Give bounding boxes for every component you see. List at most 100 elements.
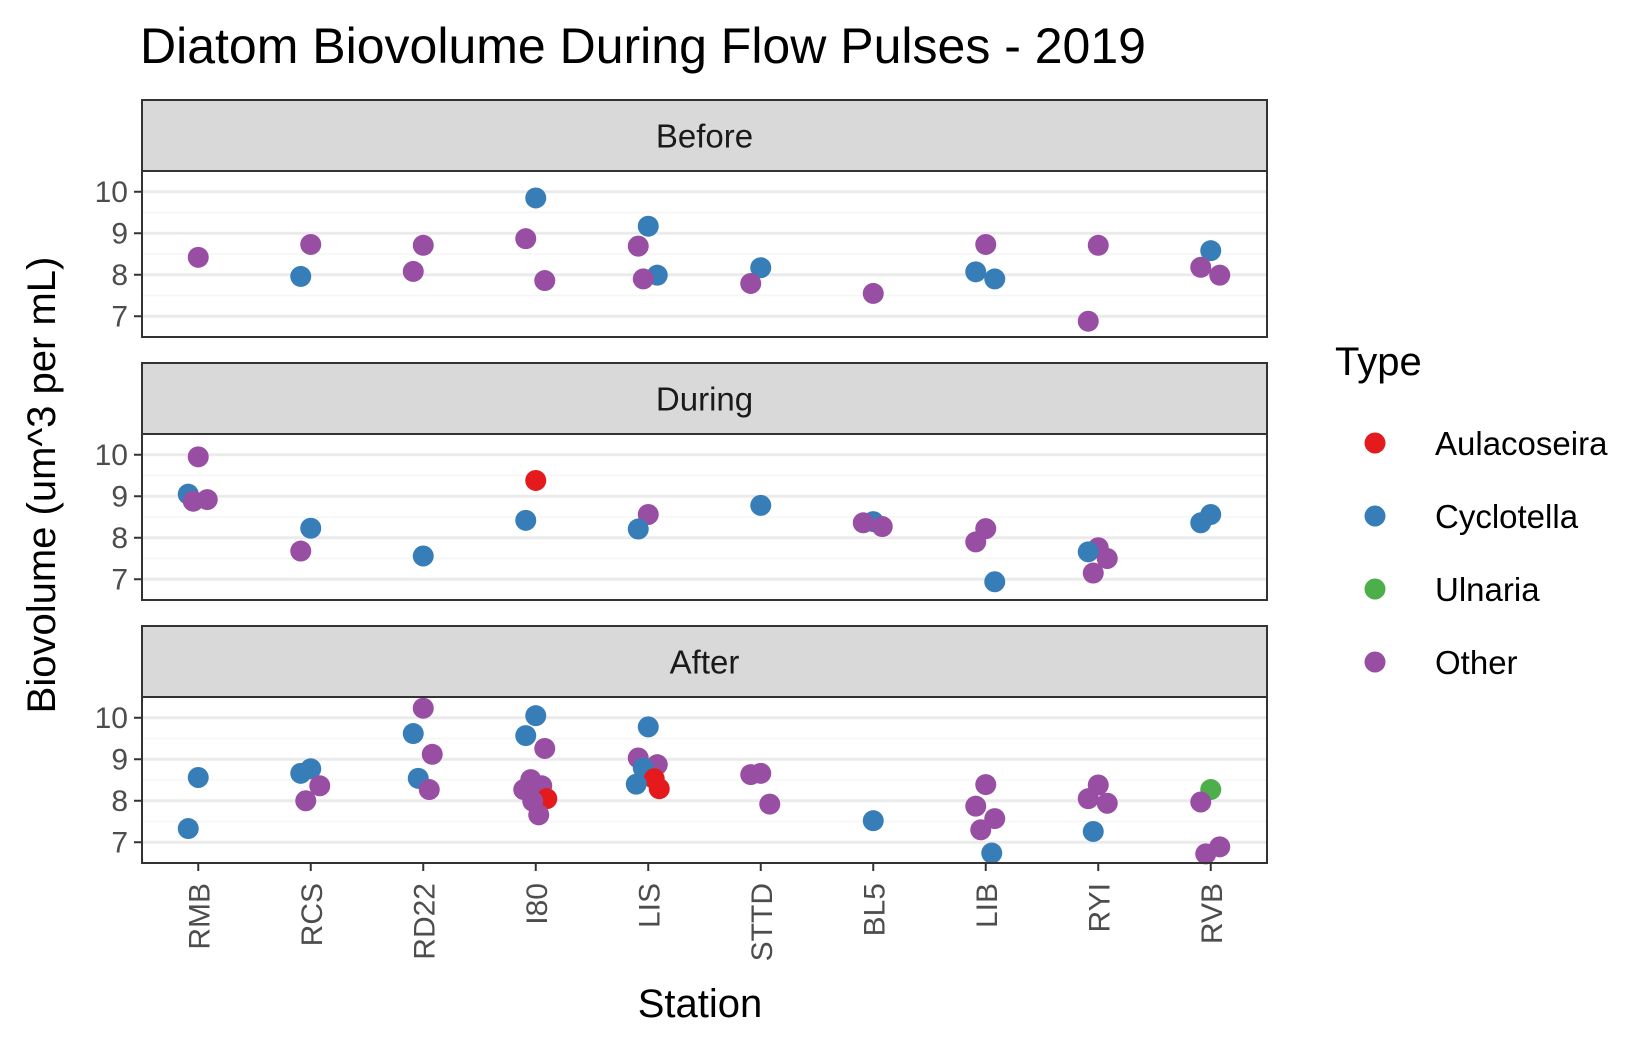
data-point-other: [182, 490, 204, 512]
data-point-cyclotella: [637, 215, 659, 237]
data-point-cyclotella: [750, 494, 772, 516]
data-point-cyclotella: [515, 509, 537, 531]
data-point-cyclotella: [637, 716, 659, 738]
data-point-cyclotella: [965, 261, 987, 283]
data-point-cyclotella: [862, 810, 884, 832]
data-point-cyclotella: [984, 268, 1006, 290]
y-tick-label: 8: [111, 522, 128, 555]
data-point-cyclotella: [1200, 240, 1222, 262]
data-point-other: [309, 775, 331, 797]
data-point-other: [871, 516, 893, 538]
data-point-other: [528, 804, 550, 826]
panel-border: [141, 696, 1268, 864]
data-point-cyclotella: [525, 187, 547, 209]
data-point-cyclotella: [1190, 512, 1212, 534]
x-tick-label: RYI: [1083, 883, 1116, 932]
facet-panels: Before 7 8 9 10 During 7 8 9 10 After 7 8 9 10: [95, 99, 1268, 865]
data-point-other: [965, 531, 987, 553]
data-point-cyclotella: [290, 762, 312, 784]
data-point-other: [1082, 562, 1104, 584]
y-tick-label: 8: [111, 259, 128, 292]
data-point-aulacoseira: [525, 469, 547, 491]
data-point-other: [1096, 792, 1118, 814]
legend-key-cyclotella: [1364, 505, 1386, 527]
data-point-other: [740, 764, 762, 786]
x-tick-label: I80: [521, 883, 554, 925]
x-axis-title: Station: [638, 982, 763, 1026]
legend-title: Type: [1335, 340, 1422, 384]
data-point-cyclotella: [984, 571, 1006, 593]
data-point-other: [1190, 791, 1212, 813]
chart-title: Diatom Biovolume During Flow Pulses - 20…: [140, 18, 1146, 74]
data-point-cyclotella: [187, 767, 209, 789]
data-point-other: [1195, 843, 1217, 865]
data-point-aulacoseira: [648, 778, 670, 800]
y-tick-label: 10: [95, 439, 128, 472]
data-points: [177, 697, 1231, 865]
data-point-other: [534, 737, 556, 759]
data-point-other: [862, 282, 884, 304]
data-point-cyclotella: [412, 545, 434, 567]
x-tick-label: STTD: [746, 883, 779, 961]
y-tick-label: 9: [111, 743, 128, 776]
data-point-other: [1190, 256, 1212, 278]
strip-background: [141, 99, 1268, 172]
y-tick-label: 9: [111, 480, 128, 513]
data-point-other: [1077, 788, 1099, 810]
data-point-other: [1087, 234, 1109, 256]
data-point-other: [975, 233, 997, 255]
y-tick-label: 9: [111, 217, 128, 250]
data-point-other: [627, 235, 649, 257]
data-point-other: [421, 743, 443, 765]
data-point-cyclotella: [1077, 541, 1099, 563]
data-point-cyclotella: [750, 257, 772, 279]
data-point-other: [412, 697, 434, 719]
y-tick-label: 10: [95, 176, 128, 209]
y-tick-label: 10: [95, 702, 128, 735]
legend-label-ulnaria: Ulnaria: [1435, 571, 1540, 608]
data-point-other: [300, 233, 322, 255]
x-tick-label: LIB: [971, 883, 1004, 928]
strip-label: After: [670, 644, 740, 681]
data-point-other: [534, 270, 556, 292]
data-point-other: [965, 795, 987, 817]
x-tick-label: RCS: [296, 883, 329, 946]
strip-label: During: [656, 381, 753, 418]
legend-key-other: [1364, 651, 1386, 673]
data-point-other: [295, 790, 317, 812]
strip-background: [141, 625, 1268, 698]
legend: Type Aulacoseira Cyclotella Ulnaria Other: [1335, 340, 1608, 681]
data-point-cyclotella: [625, 773, 647, 795]
data-point-cyclotella: [515, 725, 537, 747]
data-point-other: [632, 268, 654, 290]
y-tick-label: 8: [111, 785, 128, 818]
data-point-other: [1209, 264, 1231, 286]
y-axis-title: Biovolume (um^3 per mL): [20, 257, 64, 714]
data-point-other: [740, 272, 762, 294]
panel-border: [141, 433, 1268, 601]
x-axis: RMB RCS RD22 I80 LIS STTD BL5 LIB RYI RVB: [183, 863, 1229, 961]
x-tick-label: RMB: [183, 883, 216, 950]
data-points: [177, 446, 1222, 593]
data-point-other: [412, 234, 434, 256]
y-tick-label: 7: [111, 563, 128, 596]
panel-after: After 7 8 9 10: [95, 625, 1268, 865]
strip-background: [141, 362, 1268, 435]
panel-before: Before 7 8 9 10: [95, 99, 1268, 338]
data-point-other: [290, 540, 312, 562]
x-tick-label: BL5: [858, 883, 891, 936]
data-point-other: [1077, 310, 1099, 332]
data-point-other: [852, 512, 874, 534]
data-point-cyclotella: [300, 517, 322, 539]
data-point-cyclotella: [402, 723, 424, 745]
data-point-cyclotella: [627, 518, 649, 540]
data-point-cyclotella: [177, 818, 199, 840]
data-points: [187, 187, 1231, 332]
data-point-cyclotella: [290, 265, 312, 287]
data-point-other: [975, 774, 997, 796]
data-point-other: [970, 819, 992, 841]
legend-label-other: Other: [1435, 644, 1518, 681]
data-point-cyclotella: [1082, 820, 1104, 842]
data-point-other: [187, 246, 209, 268]
